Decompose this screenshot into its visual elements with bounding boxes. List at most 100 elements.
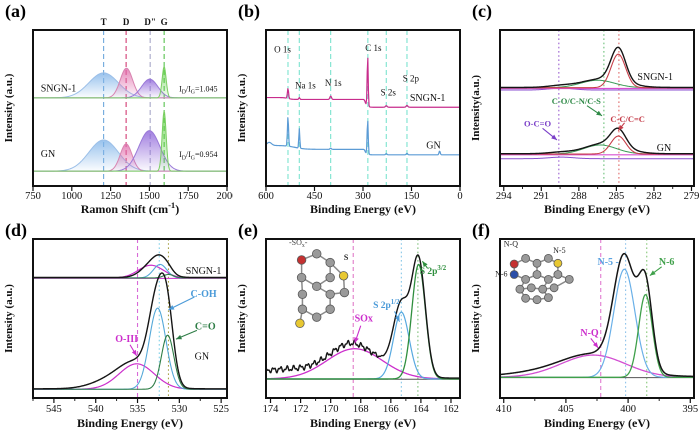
svg-text:N-Q: N-Q bbox=[580, 328, 599, 339]
band-label: G bbox=[161, 17, 168, 27]
panel-b-plot: O 1s Na 1s N 1s C 1s S 2s S 2p SNGN-1 GN 600 450 3… bbox=[236, 29, 463, 216]
x-tick-label: 450 bbox=[307, 191, 323, 202]
svg-text:S 2p3/2: S 2p3/2 bbox=[420, 265, 447, 277]
svg-text:GN: GN bbox=[657, 143, 671, 154]
oxygen-atom bbox=[509, 259, 519, 269]
svg-text:S 2s: S 2s bbox=[381, 87, 397, 97]
plot-frame bbox=[265, 29, 461, 187]
x-tick-label: 540 bbox=[88, 404, 104, 415]
carbon-atom bbox=[549, 283, 559, 293]
sulfur-atom bbox=[295, 318, 305, 329]
carbon-atom bbox=[544, 254, 553, 263]
x-axis: 545 540 535 530 525 bbox=[32, 398, 229, 415]
svg-text:SOx: SOx bbox=[355, 314, 373, 325]
svg-text:ID/IG=1.045: ID/IG=1.045 bbox=[179, 85, 217, 96]
x-tick-label: 1750 bbox=[178, 191, 199, 202]
spectra-curves bbox=[265, 254, 461, 380]
y-axis-title: Intensity (a.u.) bbox=[236, 73, 248, 142]
carbon-atom bbox=[544, 293, 553, 302]
spectra-curves bbox=[33, 66, 227, 172]
panel-f-label: (f) bbox=[472, 220, 490, 240]
carbon-atom bbox=[526, 283, 536, 293]
carbon-atom bbox=[538, 284, 548, 294]
panel-b-label: (b) bbox=[238, 1, 260, 21]
panel-e: (e) SOx S 2p1/2 S 2p3/2 -SOx- S 174 172 170 168 1… bbox=[233, 219, 467, 439]
x-tick-label: 168 bbox=[353, 404, 369, 415]
svg-text:C 1s: C 1s bbox=[365, 43, 382, 53]
annotations: O 1s Na 1s N 1s C 1s S 2s S 2p SNGN-1 GN bbox=[274, 43, 445, 152]
carbon-atom bbox=[297, 289, 308, 299]
carbon-atom bbox=[296, 272, 307, 283]
panel-f-plot: N-5 - N-6 N-Q N-Q N-5 N-6 410 405 400 395 Binding … bbox=[470, 238, 698, 430]
svg-text:O-C=O: O-C=O bbox=[524, 119, 551, 129]
svg-text:SNGN-1: SNGN-1 bbox=[637, 72, 673, 83]
panel-a-label: (a) bbox=[5, 1, 26, 21]
x-tick-label: 525 bbox=[213, 404, 229, 415]
carbon-atom bbox=[521, 293, 530, 303]
x-tick-label: 405 bbox=[558, 404, 574, 415]
x-tick-label: 410 bbox=[496, 404, 512, 415]
svg-text:GN: GN bbox=[195, 352, 209, 363]
carbon-atom bbox=[515, 284, 525, 294]
svg-text:N-5: N-5 bbox=[553, 246, 565, 255]
x-tick-label: 285 bbox=[609, 191, 625, 202]
carbon-atom bbox=[521, 254, 530, 263]
x-tick-label: 164 bbox=[413, 404, 430, 415]
svg-text:SNGN-1: SNGN-1 bbox=[410, 93, 446, 104]
x-tick-label: 294 bbox=[496, 191, 513, 202]
x-tick-label: 170 bbox=[323, 404, 339, 415]
x-tick-label: 535 bbox=[130, 404, 146, 415]
carbon-atom bbox=[325, 304, 335, 314]
svg-text:S 2p: S 2p bbox=[403, 73, 420, 83]
x-tick-label: 166 bbox=[383, 404, 399, 415]
x-tick-label: 172 bbox=[293, 404, 309, 415]
panel-a: (a) SNGN-1 GN ID/IG=1.045 ID/IG=0.954 T D D" G 7… bbox=[0, 0, 233, 219]
oxygen-atom bbox=[296, 255, 307, 265]
x-tick-label: 174 bbox=[263, 404, 280, 415]
svg-text:SNGN-1: SNGN-1 bbox=[41, 84, 77, 95]
y-axis-title: Intensity(a.u.) bbox=[470, 75, 482, 141]
carbon-atom bbox=[297, 304, 308, 314]
carbon-atom bbox=[521, 275, 530, 284]
x-axis: 600 450 300 150 0 bbox=[258, 186, 463, 202]
y-axis-title: Intensity (a.u.) bbox=[236, 284, 248, 353]
plot-frame bbox=[32, 238, 228, 399]
molecule-inset: N-Q N-5 N-6 bbox=[495, 240, 574, 305]
x-tick-label: 750 bbox=[25, 191, 41, 202]
spectra-curves bbox=[499, 252, 695, 378]
x-axis: 174 172 170 168 166 164 162 bbox=[263, 398, 459, 415]
x-axis-title: Binding Energy (eV) bbox=[544, 202, 650, 216]
x-axis: 750 1000 1250 1500 1750 2000 bbox=[25, 186, 233, 202]
annotations: N-5 - N-6 N-Q bbox=[580, 257, 674, 349]
x-tick-label: 288 bbox=[571, 191, 587, 202]
svg-text:GN: GN bbox=[41, 149, 55, 160]
spectra-curves bbox=[499, 46, 695, 160]
x-tick-label: 282 bbox=[646, 191, 662, 202]
plot-frame bbox=[32, 29, 228, 187]
svg-text:O-III: O-III bbox=[115, 334, 138, 345]
svg-text:N-Q: N-Q bbox=[504, 240, 518, 249]
guide-lines bbox=[33, 239, 227, 398]
x-axis-title: Ramon Shift (cm-1) bbox=[81, 200, 180, 216]
molecule-inset: -SOx- S bbox=[289, 238, 350, 329]
svg-text:GN: GN bbox=[426, 140, 440, 151]
x-tick-label: 0 bbox=[457, 191, 462, 202]
annotations: SNGN-1 GN C-OH C=O O-III bbox=[115, 266, 221, 363]
spectra-curves bbox=[32, 254, 228, 390]
panel-a-plot: SNGN-1 GN ID/IG=1.045 ID/IG=0.954 T D D" G 750 10… bbox=[3, 17, 233, 216]
x-tick-label: 1500 bbox=[139, 191, 160, 202]
carbon-atom bbox=[325, 272, 335, 283]
sulfur-atom bbox=[553, 258, 563, 268]
carbon-atom bbox=[532, 270, 542, 279]
plot-frame bbox=[265, 238, 461, 399]
carbon-atom bbox=[553, 270, 563, 279]
plot-frame bbox=[499, 29, 695, 187]
band-label: T bbox=[101, 17, 107, 27]
x-axis-title: Binding Energy (eV) bbox=[310, 416, 416, 430]
svg-text:C-O/C-N/C-S: C-O/C-N/C-S bbox=[552, 96, 601, 106]
x-tick-label: 300 bbox=[355, 191, 371, 202]
panel-c-plot: SNGN-1 GN C-O/C-N/C-S O-C=O C-C/C=C 294 291 288… bbox=[470, 29, 699, 216]
svg-text:S 2p1/2: S 2p1/2 bbox=[373, 299, 400, 311]
